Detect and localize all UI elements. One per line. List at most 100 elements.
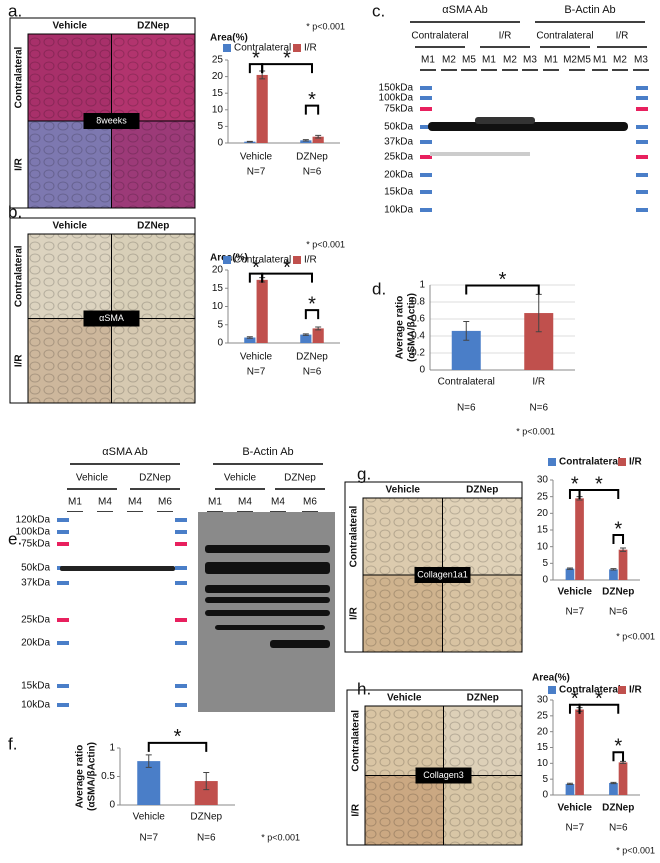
y-tick-label: 10	[212, 104, 224, 115]
lane-label: M2M5	[563, 55, 591, 66]
micrograph-texture	[363, 575, 443, 652]
significance-star: *	[614, 518, 622, 540]
y-axis-title: Average ratio	[395, 296, 406, 360]
significance-bracket	[304, 104, 320, 115]
ladder-marker	[175, 581, 187, 585]
bar	[300, 140, 312, 143]
column-label: Vehicle	[53, 21, 88, 32]
error-bar	[610, 781, 617, 785]
panel-letter: c.	[372, 1, 385, 20]
lane-label: M3	[634, 55, 648, 66]
significance-star: *	[283, 257, 291, 279]
y-tick-label: 5	[217, 319, 223, 330]
y-tick-label: 0	[217, 138, 223, 149]
significance-note: * p<0.001	[306, 21, 345, 31]
stain-label: 8weeks	[96, 115, 127, 125]
lane-label: M2	[503, 55, 517, 66]
ladder-label: 10kDa	[384, 205, 413, 216]
ladder-label: 100kDa	[379, 93, 414, 104]
x-tick-label: DZNep	[602, 587, 634, 598]
bar	[300, 334, 312, 343]
error-bar	[610, 568, 617, 571]
y-tick-label: 0.4	[411, 331, 425, 342]
group-label: DZNep	[284, 473, 316, 484]
significance-star: *	[283, 47, 291, 69]
error-bar	[246, 336, 253, 339]
sample-size: N=7	[565, 607, 584, 618]
bar	[575, 709, 584, 795]
sample-size: N=6	[609, 823, 628, 834]
ladder-label: 75kDa	[384, 104, 413, 115]
sample-size: N=6	[609, 607, 628, 618]
sample-size: N=7	[139, 833, 158, 844]
error-bar	[315, 134, 322, 139]
y-tick-label: 0	[542, 575, 548, 586]
lane-label: M1	[482, 55, 496, 66]
column-label: Vehicle	[386, 485, 421, 496]
ladder-marker	[175, 641, 187, 645]
y-tick-label: 20	[537, 726, 549, 737]
significance-bracket	[578, 703, 620, 714]
significance-note: * p<0.001	[306, 239, 345, 249]
antibody-label: B-Actin Ab	[242, 446, 293, 458]
significance-note: * p<0.001	[516, 426, 555, 436]
micrograph-texture	[28, 318, 112, 403]
lane-label: M2	[613, 55, 627, 66]
bar	[609, 569, 618, 580]
stain-label-box	[83, 310, 140, 327]
significance-note: * p<0.001	[261, 832, 300, 842]
ladder-marker	[420, 125, 432, 129]
significance-bracket	[261, 272, 313, 283]
antibody-label: B-Actin Ab	[564, 4, 615, 16]
bar	[137, 761, 161, 805]
row-label: Contralateral	[14, 46, 25, 108]
significance-bracket	[578, 489, 620, 499]
micrograph-texture	[28, 34, 112, 121]
legend-label: I/R	[629, 685, 643, 696]
ladder-marker	[420, 155, 432, 159]
row-label: Contralateral	[14, 245, 25, 307]
bar	[256, 279, 268, 343]
x-tick-label: Vehicle	[133, 812, 166, 823]
x-tick-label: Vehicle	[240, 352, 273, 363]
ladder-marker	[420, 107, 432, 111]
x-tick-label: I/R	[532, 377, 545, 388]
ladder-label: 10kDa	[21, 700, 50, 711]
bar	[575, 498, 584, 580]
y-tick-label: 25	[212, 55, 224, 66]
y-tick-label: 15	[212, 283, 224, 294]
significance-star: *	[614, 736, 622, 758]
ladder-label: 25kDa	[21, 615, 50, 626]
y-tick-label: 0.8	[411, 297, 425, 308]
significance-star: *	[571, 688, 579, 710]
ladder-marker	[175, 618, 187, 622]
y-axis-title: Area(%)	[210, 33, 248, 44]
y-tick-label: 15	[537, 742, 549, 753]
blot-band	[205, 610, 330, 616]
y-axis-title: (αSMA/βActin)	[87, 742, 98, 811]
blot-band	[205, 545, 330, 553]
y-tick-label: 20	[212, 71, 224, 82]
blot-band	[428, 122, 628, 131]
panel-letter: a.	[8, 1, 22, 20]
row-label: I/R	[349, 606, 360, 620]
micrograph-texture	[28, 121, 112, 208]
ladder-marker	[636, 208, 648, 212]
sample-size: N=6	[197, 833, 216, 844]
bar	[312, 328, 324, 343]
bar	[256, 74, 268, 143]
stain-label-box	[415, 767, 472, 784]
ladder-label: 100kDa	[16, 527, 51, 538]
legend-swatch	[618, 458, 626, 466]
y-tick-label: 20	[212, 265, 224, 276]
row-label: I/R	[14, 354, 25, 368]
ladder-marker	[175, 684, 187, 688]
stain-label: Collagen3	[423, 770, 464, 780]
x-tick-label: DZNep	[296, 152, 328, 163]
legend-label: I/R	[304, 255, 317, 266]
micrograph-texture	[365, 775, 444, 845]
legend-swatch	[548, 458, 556, 466]
stain-label: Collagen1a1	[417, 569, 468, 579]
ladder-marker	[57, 581, 69, 585]
